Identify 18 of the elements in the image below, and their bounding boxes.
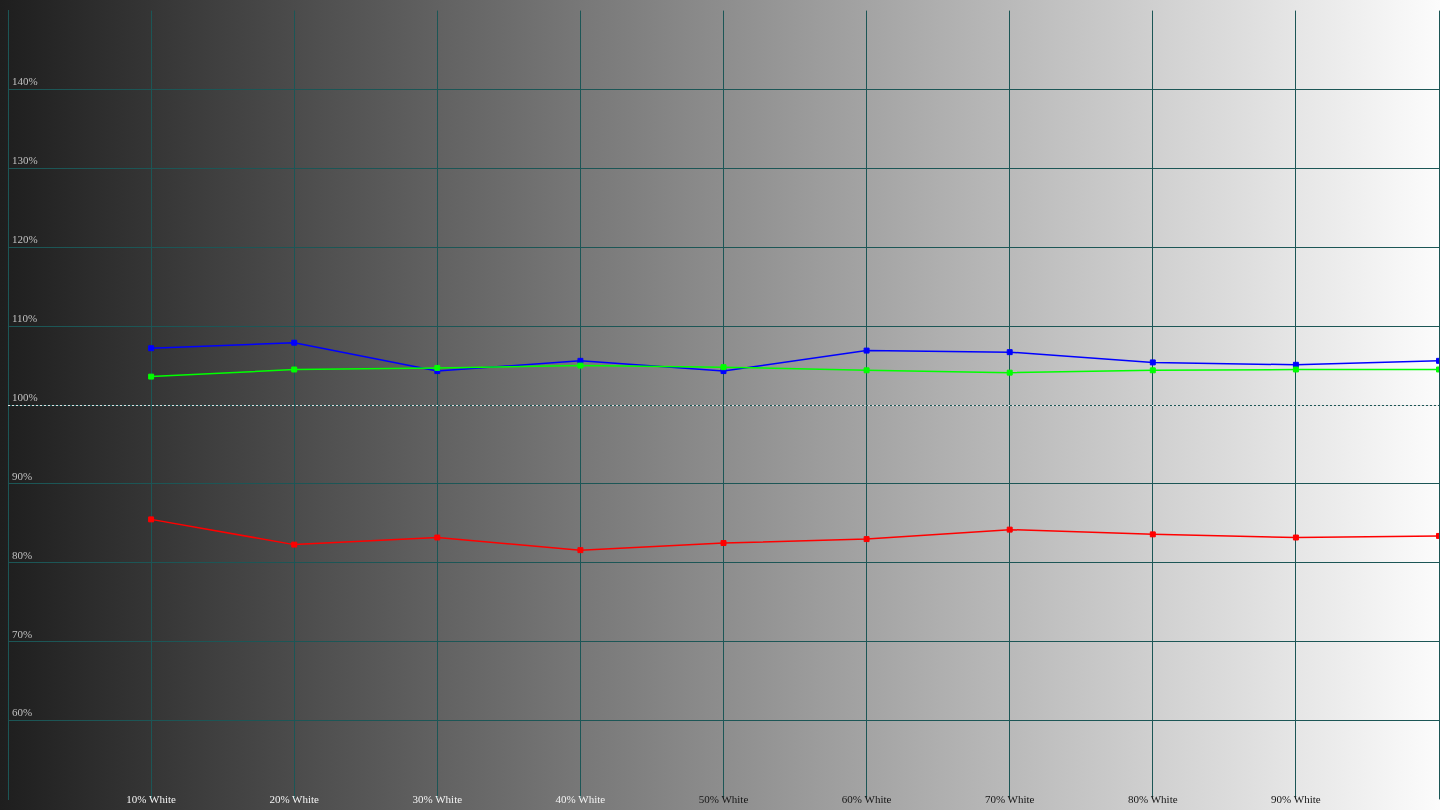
y-tick-label: 70% bbox=[12, 627, 33, 640]
y-tick-label: 100% bbox=[12, 390, 38, 403]
y-tick-label: 90% bbox=[12, 469, 33, 482]
x-tick-label: 70% White bbox=[984, 793, 1035, 806]
x-tick-label: 90% White bbox=[1271, 793, 1321, 806]
y-tick-label: 120% bbox=[12, 233, 38, 246]
y-tick-label: 60% bbox=[12, 706, 33, 719]
x-tick-label: 50% White bbox=[698, 793, 749, 806]
x-tick-label: 60% White bbox=[841, 793, 892, 806]
y-tick-label: 130% bbox=[12, 154, 38, 167]
x-tick-label: 40% White bbox=[555, 793, 606, 806]
y-tick-label: 140% bbox=[12, 75, 38, 88]
y-tick-label: 110% bbox=[12, 312, 38, 325]
x-tick-label: 10% White bbox=[126, 793, 177, 806]
x-tick-label: 80% White bbox=[1128, 793, 1178, 806]
x-tick-label: 20% White bbox=[269, 793, 320, 806]
x-tick-label: 30% White bbox=[412, 793, 463, 806]
y-tick-label: 80% bbox=[12, 548, 33, 561]
